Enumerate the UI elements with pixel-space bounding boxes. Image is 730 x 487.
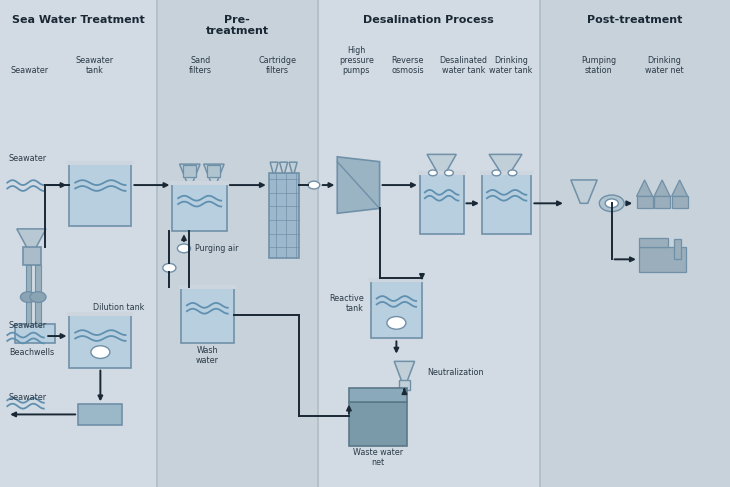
Text: Waste water
net: Waste water net (353, 448, 403, 468)
FancyBboxPatch shape (399, 380, 410, 390)
Circle shape (387, 317, 406, 329)
FancyBboxPatch shape (26, 265, 31, 326)
Text: Pre-
treatment: Pre- treatment (206, 15, 269, 36)
Text: Seawater: Seawater (9, 393, 47, 402)
Text: Seawater: Seawater (10, 67, 48, 75)
FancyBboxPatch shape (15, 324, 55, 343)
Polygon shape (672, 180, 688, 196)
Polygon shape (427, 154, 456, 173)
FancyBboxPatch shape (637, 196, 653, 208)
FancyBboxPatch shape (674, 239, 681, 259)
Polygon shape (69, 163, 131, 226)
Circle shape (429, 170, 437, 176)
Polygon shape (17, 229, 46, 248)
Text: Drinking
water net: Drinking water net (645, 56, 683, 75)
FancyBboxPatch shape (207, 165, 220, 177)
Text: Reactive
tank: Reactive tank (328, 294, 364, 313)
Polygon shape (180, 164, 200, 183)
Text: Beachwells: Beachwells (9, 348, 54, 357)
Polygon shape (0, 0, 157, 487)
Polygon shape (337, 157, 380, 213)
Polygon shape (394, 361, 415, 381)
Polygon shape (204, 164, 224, 183)
Text: Seawater: Seawater (9, 154, 47, 163)
Text: Wash
water: Wash water (196, 346, 219, 365)
Text: Dilution tank: Dilution tank (93, 303, 145, 312)
Text: Sand
filters: Sand filters (189, 56, 212, 75)
FancyBboxPatch shape (183, 165, 196, 177)
Polygon shape (540, 0, 730, 487)
Text: Desalinated
water tank: Desalinated water tank (439, 56, 488, 75)
Polygon shape (157, 0, 318, 487)
Circle shape (492, 170, 501, 176)
Polygon shape (571, 180, 597, 204)
Circle shape (30, 292, 46, 302)
Polygon shape (482, 173, 531, 234)
Circle shape (163, 263, 176, 272)
Polygon shape (654, 180, 670, 196)
Text: Pumping
station: Pumping station (581, 56, 616, 75)
Text: Cartridge
filters: Cartridge filters (258, 56, 296, 75)
Text: Post-treatment: Post-treatment (588, 15, 683, 25)
FancyBboxPatch shape (349, 388, 407, 402)
Polygon shape (371, 280, 422, 338)
Text: Sea Water Treatment: Sea Water Treatment (12, 15, 145, 25)
FancyBboxPatch shape (35, 265, 41, 326)
Polygon shape (318, 0, 540, 487)
FancyBboxPatch shape (639, 247, 686, 272)
FancyBboxPatch shape (78, 404, 122, 425)
Circle shape (605, 199, 618, 207)
Polygon shape (637, 180, 653, 196)
FancyBboxPatch shape (349, 402, 407, 446)
FancyBboxPatch shape (672, 196, 688, 208)
Text: Desalination Process: Desalination Process (363, 15, 494, 25)
Text: Seawater: Seawater (9, 321, 47, 330)
Circle shape (308, 181, 320, 189)
Polygon shape (270, 162, 278, 173)
Text: Neutralization: Neutralization (427, 368, 483, 377)
Text: Purging air: Purging air (195, 244, 239, 253)
Polygon shape (172, 183, 227, 231)
FancyBboxPatch shape (639, 239, 668, 247)
Polygon shape (69, 314, 131, 368)
Polygon shape (181, 287, 234, 343)
Circle shape (599, 195, 624, 211)
FancyBboxPatch shape (269, 173, 299, 258)
Polygon shape (280, 162, 288, 173)
Circle shape (508, 170, 517, 176)
Circle shape (91, 346, 110, 358)
FancyBboxPatch shape (23, 247, 41, 265)
Text: Drinking
water tank: Drinking water tank (489, 56, 533, 75)
Text: Seawater
tank: Seawater tank (76, 56, 114, 75)
Polygon shape (420, 173, 464, 234)
Circle shape (20, 292, 36, 302)
Text: Reverse
osmosis: Reverse osmosis (391, 56, 423, 75)
Circle shape (177, 244, 191, 253)
Polygon shape (289, 162, 297, 173)
Polygon shape (489, 154, 522, 173)
Text: High
pressure
pumps: High pressure pumps (339, 46, 374, 75)
FancyBboxPatch shape (654, 196, 670, 208)
Circle shape (445, 170, 453, 176)
